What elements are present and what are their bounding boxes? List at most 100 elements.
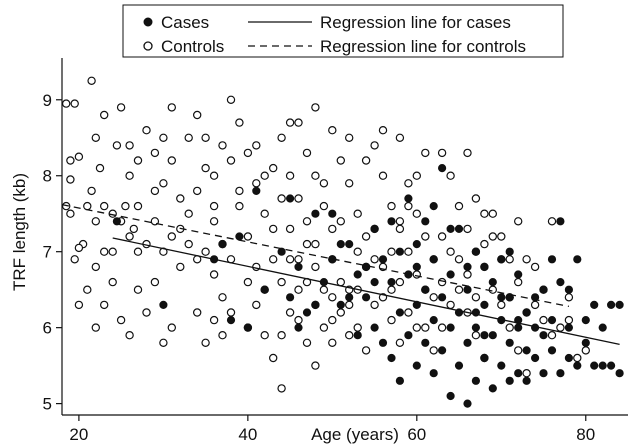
control-point (201, 133, 210, 142)
control-point (159, 338, 168, 347)
case-point (556, 369, 565, 378)
case-point (488, 278, 497, 287)
control-point (243, 232, 253, 241)
control-point (437, 232, 447, 241)
control-point (573, 353, 582, 363)
control-point (361, 156, 371, 165)
case-point (454, 224, 464, 233)
control-point (353, 323, 362, 332)
case-point (522, 346, 531, 355)
control-point (260, 171, 269, 180)
control-point (277, 133, 286, 142)
case-point (471, 376, 480, 385)
control-point (116, 315, 126, 325)
control-point (226, 308, 236, 317)
control-point (547, 217, 557, 226)
case-point (471, 247, 480, 256)
case-point (463, 338, 472, 347)
case-point (564, 285, 574, 294)
control-point (70, 255, 79, 264)
control-point (277, 194, 286, 203)
control-point (218, 293, 227, 302)
control-point (91, 323, 101, 332)
control-point (311, 103, 320, 112)
case-point (421, 338, 430, 347)
control-point (564, 315, 574, 325)
control-point (530, 262, 540, 272)
case-point (598, 323, 607, 332)
control-point (319, 179, 329, 188)
case-point (573, 361, 582, 370)
control-point (167, 103, 176, 112)
case-point (286, 293, 295, 302)
legend: Cases Controls Regression line for cases… (122, 4, 564, 58)
control-point (116, 103, 126, 112)
y-tick-label: 9 (43, 91, 52, 110)
case-point (446, 323, 455, 332)
case-point (353, 331, 362, 340)
control-point (345, 133, 354, 142)
case-point (438, 164, 447, 173)
case-point (497, 255, 506, 264)
control-point (125, 331, 134, 340)
control-point (150, 148, 160, 158)
control-point (336, 308, 345, 317)
control-point (277, 384, 286, 393)
case-point (564, 353, 574, 363)
control-point (252, 141, 261, 150)
case-point (345, 240, 354, 249)
case-point (471, 323, 480, 332)
case-point (370, 278, 379, 287)
legend-cases-label: Cases (161, 13, 209, 32)
control-point (564, 293, 574, 302)
control-point (437, 323, 447, 332)
control-point (142, 308, 151, 317)
case-point (429, 202, 438, 211)
y-tick-label: 7 (43, 243, 52, 262)
control-point (218, 331, 227, 340)
control-point (226, 156, 236, 165)
control-point (159, 133, 168, 142)
case-point (412, 361, 421, 370)
control-point (95, 163, 105, 173)
control-point (108, 277, 117, 287)
legend-controls-marker (143, 41, 153, 51)
case-point (590, 300, 599, 309)
control-point (302, 239, 312, 249)
control-point (370, 141, 379, 150)
case-point (294, 262, 303, 271)
case-point (488, 331, 497, 340)
case-point (235, 232, 244, 241)
control-point (294, 118, 303, 127)
control-point (184, 209, 193, 218)
control-point (294, 285, 303, 294)
case-point (446, 391, 455, 401)
control-point (133, 247, 143, 256)
case-point (514, 369, 523, 378)
case-point (607, 361, 616, 370)
control-point (404, 308, 413, 317)
case-point (480, 353, 489, 363)
y-tick-label: 6 (43, 319, 52, 338)
control-point (302, 338, 312, 347)
control-point (395, 217, 405, 226)
control-point (412, 171, 421, 180)
control-point (328, 125, 337, 135)
case-point (243, 323, 252, 332)
control-point (328, 293, 337, 302)
case-point (302, 308, 312, 317)
control-point (201, 247, 210, 256)
control-point (361, 346, 371, 355)
control-point (311, 239, 320, 249)
case-point (286, 194, 295, 203)
control-point (129, 224, 138, 234)
control-point (378, 171, 388, 180)
control-point (505, 255, 514, 264)
control-point (319, 323, 329, 332)
control-point (87, 76, 96, 86)
control-point (556, 323, 565, 332)
case-point (226, 316, 236, 325)
case-point (463, 285, 472, 294)
control-point (353, 247, 362, 256)
